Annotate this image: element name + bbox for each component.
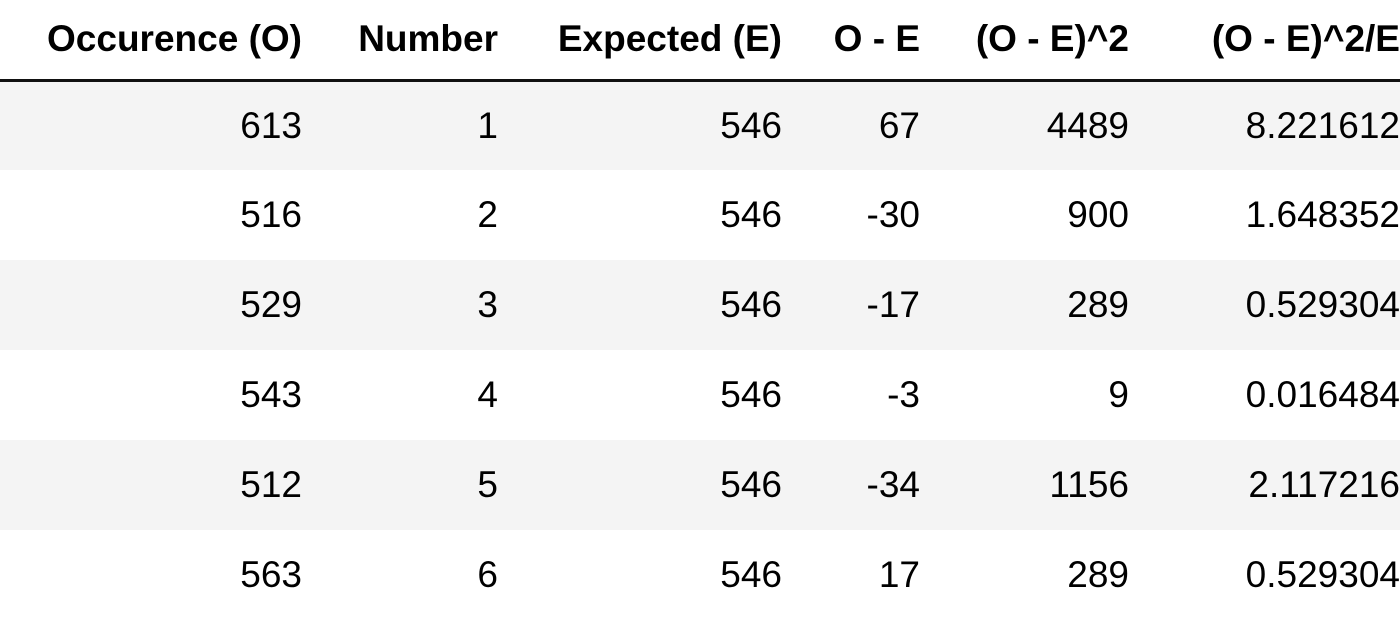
table-cell: 900 <box>920 170 1129 260</box>
table-cell: 289 <box>920 530 1129 620</box>
table-cell: 5 <box>302 440 498 530</box>
table-cell: 6 <box>302 530 498 620</box>
table-cell: 563 <box>0 530 302 620</box>
header-row: Occurence (O) Number Expected (E) O - E … <box>0 0 1400 82</box>
column-header-o-minus-e: O - E <box>782 0 920 82</box>
table-cell: 546 <box>498 530 782 620</box>
table-cell: 546 <box>498 440 782 530</box>
table-row: 529 3 546 -17 289 0.529304 <box>0 260 1400 350</box>
table-cell: 543 <box>0 350 302 440</box>
table-cell: -34 <box>782 440 920 530</box>
table-cell: 289 <box>920 260 1129 350</box>
table-row: 512 5 546 -34 1156 2.117216 <box>0 440 1400 530</box>
table-header: Occurence (O) Number Expected (E) O - E … <box>0 0 1400 82</box>
table-cell: 546 <box>498 170 782 260</box>
table-cell: 9 <box>920 350 1129 440</box>
column-header-expected: Expected (E) <box>498 0 782 82</box>
column-header-number: Number <box>302 0 498 82</box>
table-row: 516 2 546 -30 900 1.648352 <box>0 170 1400 260</box>
table-cell: -30 <box>782 170 920 260</box>
table-row: 543 4 546 -3 9 0.016484 <box>0 350 1400 440</box>
table-cell: 4 <box>302 350 498 440</box>
table-cell: -3 <box>782 350 920 440</box>
table-cell: 613 <box>0 80 302 170</box>
table-cell: 1156 <box>920 440 1129 530</box>
table-cell: 2 <box>302 170 498 260</box>
table-cell: 546 <box>498 350 782 440</box>
column-header-chi-component: (O - E)^2/E <box>1129 0 1400 82</box>
column-header-occurence: Occurence (O) <box>0 0 302 82</box>
table-cell: 1 <box>302 80 498 170</box>
table-cell: 512 <box>0 440 302 530</box>
table-cell: 0.529304 <box>1129 260 1400 350</box>
table-cell: 546 <box>498 260 782 350</box>
table-cell: 516 <box>0 170 302 260</box>
table-cell: 1.648352 <box>1129 170 1400 260</box>
table-cell: 529 <box>0 260 302 350</box>
table-row: 613 1 546 67 4489 8.221612 <box>0 80 1400 170</box>
table-body: 613 1 546 67 4489 8.221612 516 2 546 -30… <box>0 80 1400 620</box>
column-header-o-minus-e-squared: (O - E)^2 <box>920 0 1129 82</box>
table-cell: 546 <box>498 80 782 170</box>
table-cell: 0.016484 <box>1129 350 1400 440</box>
table-cell: 4489 <box>920 80 1129 170</box>
table-cell: 0.529304 <box>1129 530 1400 620</box>
table-cell: 2.117216 <box>1129 440 1400 530</box>
table-cell: 17 <box>782 530 920 620</box>
table-cell: 67 <box>782 80 920 170</box>
table-cell: 3 <box>302 260 498 350</box>
table-cell: -17 <box>782 260 920 350</box>
table-cell: 8.221612 <box>1129 80 1400 170</box>
table-row: 563 6 546 17 289 0.529304 <box>0 530 1400 620</box>
